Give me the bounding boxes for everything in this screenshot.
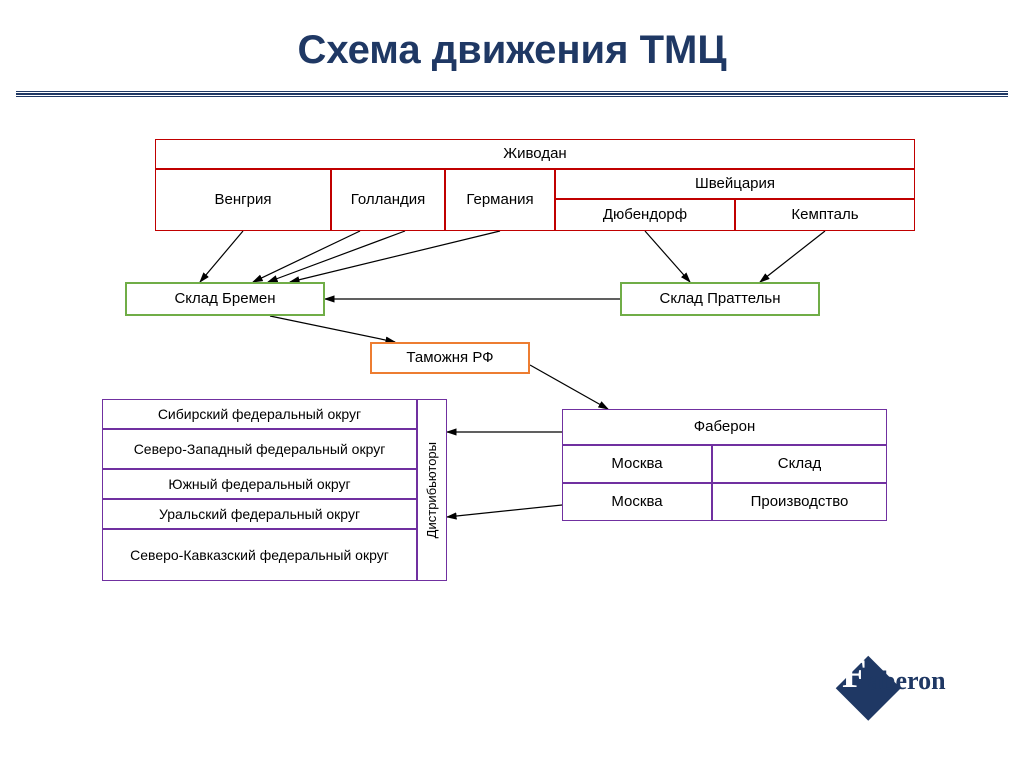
givaudan-header: Живодан: [155, 139, 915, 169]
diagram-canvas: Живодан Венгрия Голландия Германия Швейц…: [0, 97, 1024, 717]
faberon-header: Фаберон: [562, 409, 887, 445]
svg-text:aberon: aberon: [868, 666, 946, 695]
warehouse-bremen: Склад Бремен: [125, 282, 325, 316]
distributors-r4: Северо-Кавказский федеральный округ: [102, 529, 417, 581]
givaudan-germany: Германия: [445, 169, 555, 231]
faberon-r2c2: Производство: [712, 483, 887, 521]
warehouse-pratteln: Склад Праттельн: [620, 282, 820, 316]
faberon-r2c1: Москва: [562, 483, 712, 521]
givaudan-hungary: Венгрия: [155, 169, 331, 231]
svg-text:F: F: [842, 651, 866, 696]
faberon-r1c2: Склад: [712, 445, 887, 483]
givaudan-dubendorf: Дюбендорф: [555, 199, 735, 231]
customs-rf: Таможня РФ: [370, 342, 530, 374]
distributors-r3: Уральский федеральный округ: [102, 499, 417, 529]
distributors-vlabel-text: Дистрибьюторы: [424, 442, 440, 538]
page-title: Схема движения ТМЦ: [0, 0, 1024, 91]
givaudan-kemptal: Кемпталь: [735, 199, 915, 231]
givaudan-holland: Голландия: [331, 169, 445, 231]
distributors-r2: Южный федеральный округ: [102, 469, 417, 499]
distributors-vlabel: Дистрибьюторы: [417, 399, 447, 581]
faberon-logo: F aberon: [804, 627, 984, 717]
distributors-r1: Северо-Западный федеральный округ: [102, 429, 417, 469]
givaudan-switzerland: Швейцария: [555, 169, 915, 199]
faberon-r1c1: Москва: [562, 445, 712, 483]
distributors-r0: Сибирский федеральный округ: [102, 399, 417, 429]
